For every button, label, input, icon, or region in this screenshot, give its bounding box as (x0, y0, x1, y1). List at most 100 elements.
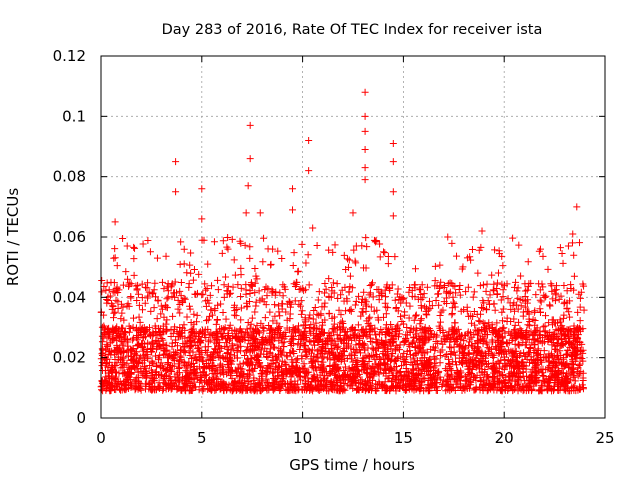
data-point (465, 341, 473, 349)
data-point-peak (305, 167, 313, 175)
data-point (264, 354, 272, 362)
data-point (307, 338, 315, 346)
data-point (225, 290, 233, 298)
data-point (447, 344, 455, 352)
data-point (491, 306, 499, 314)
data-point (144, 237, 152, 245)
data-point (431, 344, 439, 352)
data-point-peak (123, 242, 131, 250)
data-point (203, 284, 211, 292)
data-point (469, 293, 477, 301)
data-point (120, 316, 128, 324)
data-point (222, 273, 230, 281)
data-point (544, 265, 552, 273)
data-point (162, 252, 170, 260)
data-point (159, 386, 167, 394)
data-point (294, 267, 302, 275)
data-point (541, 322, 549, 330)
data-point (482, 287, 490, 295)
data-point (247, 320, 255, 328)
data-point (98, 288, 106, 296)
data-point (514, 284, 522, 292)
data-point (233, 369, 241, 377)
data-point (193, 311, 201, 319)
data-point (204, 260, 212, 268)
y-tick-label: 0.02 (53, 349, 86, 367)
data-point (377, 325, 385, 333)
data-point (194, 332, 202, 340)
data-point (267, 261, 275, 269)
data-point (350, 246, 358, 254)
data-point (225, 324, 233, 332)
data-point (321, 279, 329, 287)
data-point (232, 312, 240, 320)
data-point (138, 280, 146, 288)
data-point (225, 365, 233, 373)
data-point (342, 266, 350, 273)
data-point (419, 374, 427, 382)
data-point (130, 271, 138, 279)
data-point (382, 283, 390, 291)
data-point (187, 319, 195, 327)
data-point (281, 285, 289, 293)
data-point (391, 253, 399, 261)
data-point (352, 242, 360, 250)
data-point (468, 245, 476, 253)
data-point (337, 311, 345, 319)
data-point (150, 286, 158, 294)
data-point (128, 346, 136, 354)
data-point (435, 301, 443, 309)
data-point (119, 235, 127, 243)
data-point (246, 324, 254, 332)
data-point (533, 326, 541, 334)
data-point (559, 369, 567, 377)
data-point (382, 293, 390, 301)
data-point (261, 344, 269, 352)
data-point (176, 287, 184, 295)
data-point (185, 358, 193, 366)
data-point (531, 340, 539, 348)
data-point (187, 329, 195, 337)
data-point (275, 308, 283, 316)
data-point (536, 386, 544, 394)
data-point (257, 346, 265, 354)
data-point (436, 359, 444, 367)
data-point (352, 259, 360, 267)
x-axis-label: GPS time / hours (289, 456, 415, 474)
data-point (198, 383, 206, 391)
data-point (177, 238, 185, 246)
data-point (490, 300, 498, 308)
data-point (381, 249, 389, 257)
data-point-peak (289, 185, 297, 193)
data-point (328, 344, 336, 352)
data-point-peak (111, 218, 119, 226)
data-point (366, 334, 374, 342)
data-point-peak (389, 139, 397, 147)
data-point (163, 304, 171, 312)
data-point (411, 265, 419, 273)
data-point (437, 308, 445, 316)
data-point (297, 310, 305, 318)
data-point (331, 241, 339, 249)
chart-title: Day 283 of 2016, Rate Of TEC Index for r… (162, 22, 543, 38)
data-point (268, 286, 276, 294)
data-point (190, 266, 198, 274)
data-point-peak (172, 158, 180, 166)
data-point (575, 290, 583, 298)
data-point (313, 242, 321, 250)
y-tick-label: 0.12 (53, 47, 86, 65)
data-point (479, 319, 487, 327)
data-point (279, 292, 287, 300)
data-point (417, 325, 425, 333)
data-point (370, 236, 378, 244)
data-point (105, 286, 113, 294)
data-point (507, 384, 515, 392)
data-point (219, 237, 227, 245)
data-point (313, 310, 321, 318)
data-point (462, 288, 470, 296)
data-point-peak (246, 155, 254, 163)
data-point (475, 317, 483, 325)
data-point (136, 353, 144, 361)
data-point (283, 353, 291, 361)
data-point (333, 280, 341, 288)
